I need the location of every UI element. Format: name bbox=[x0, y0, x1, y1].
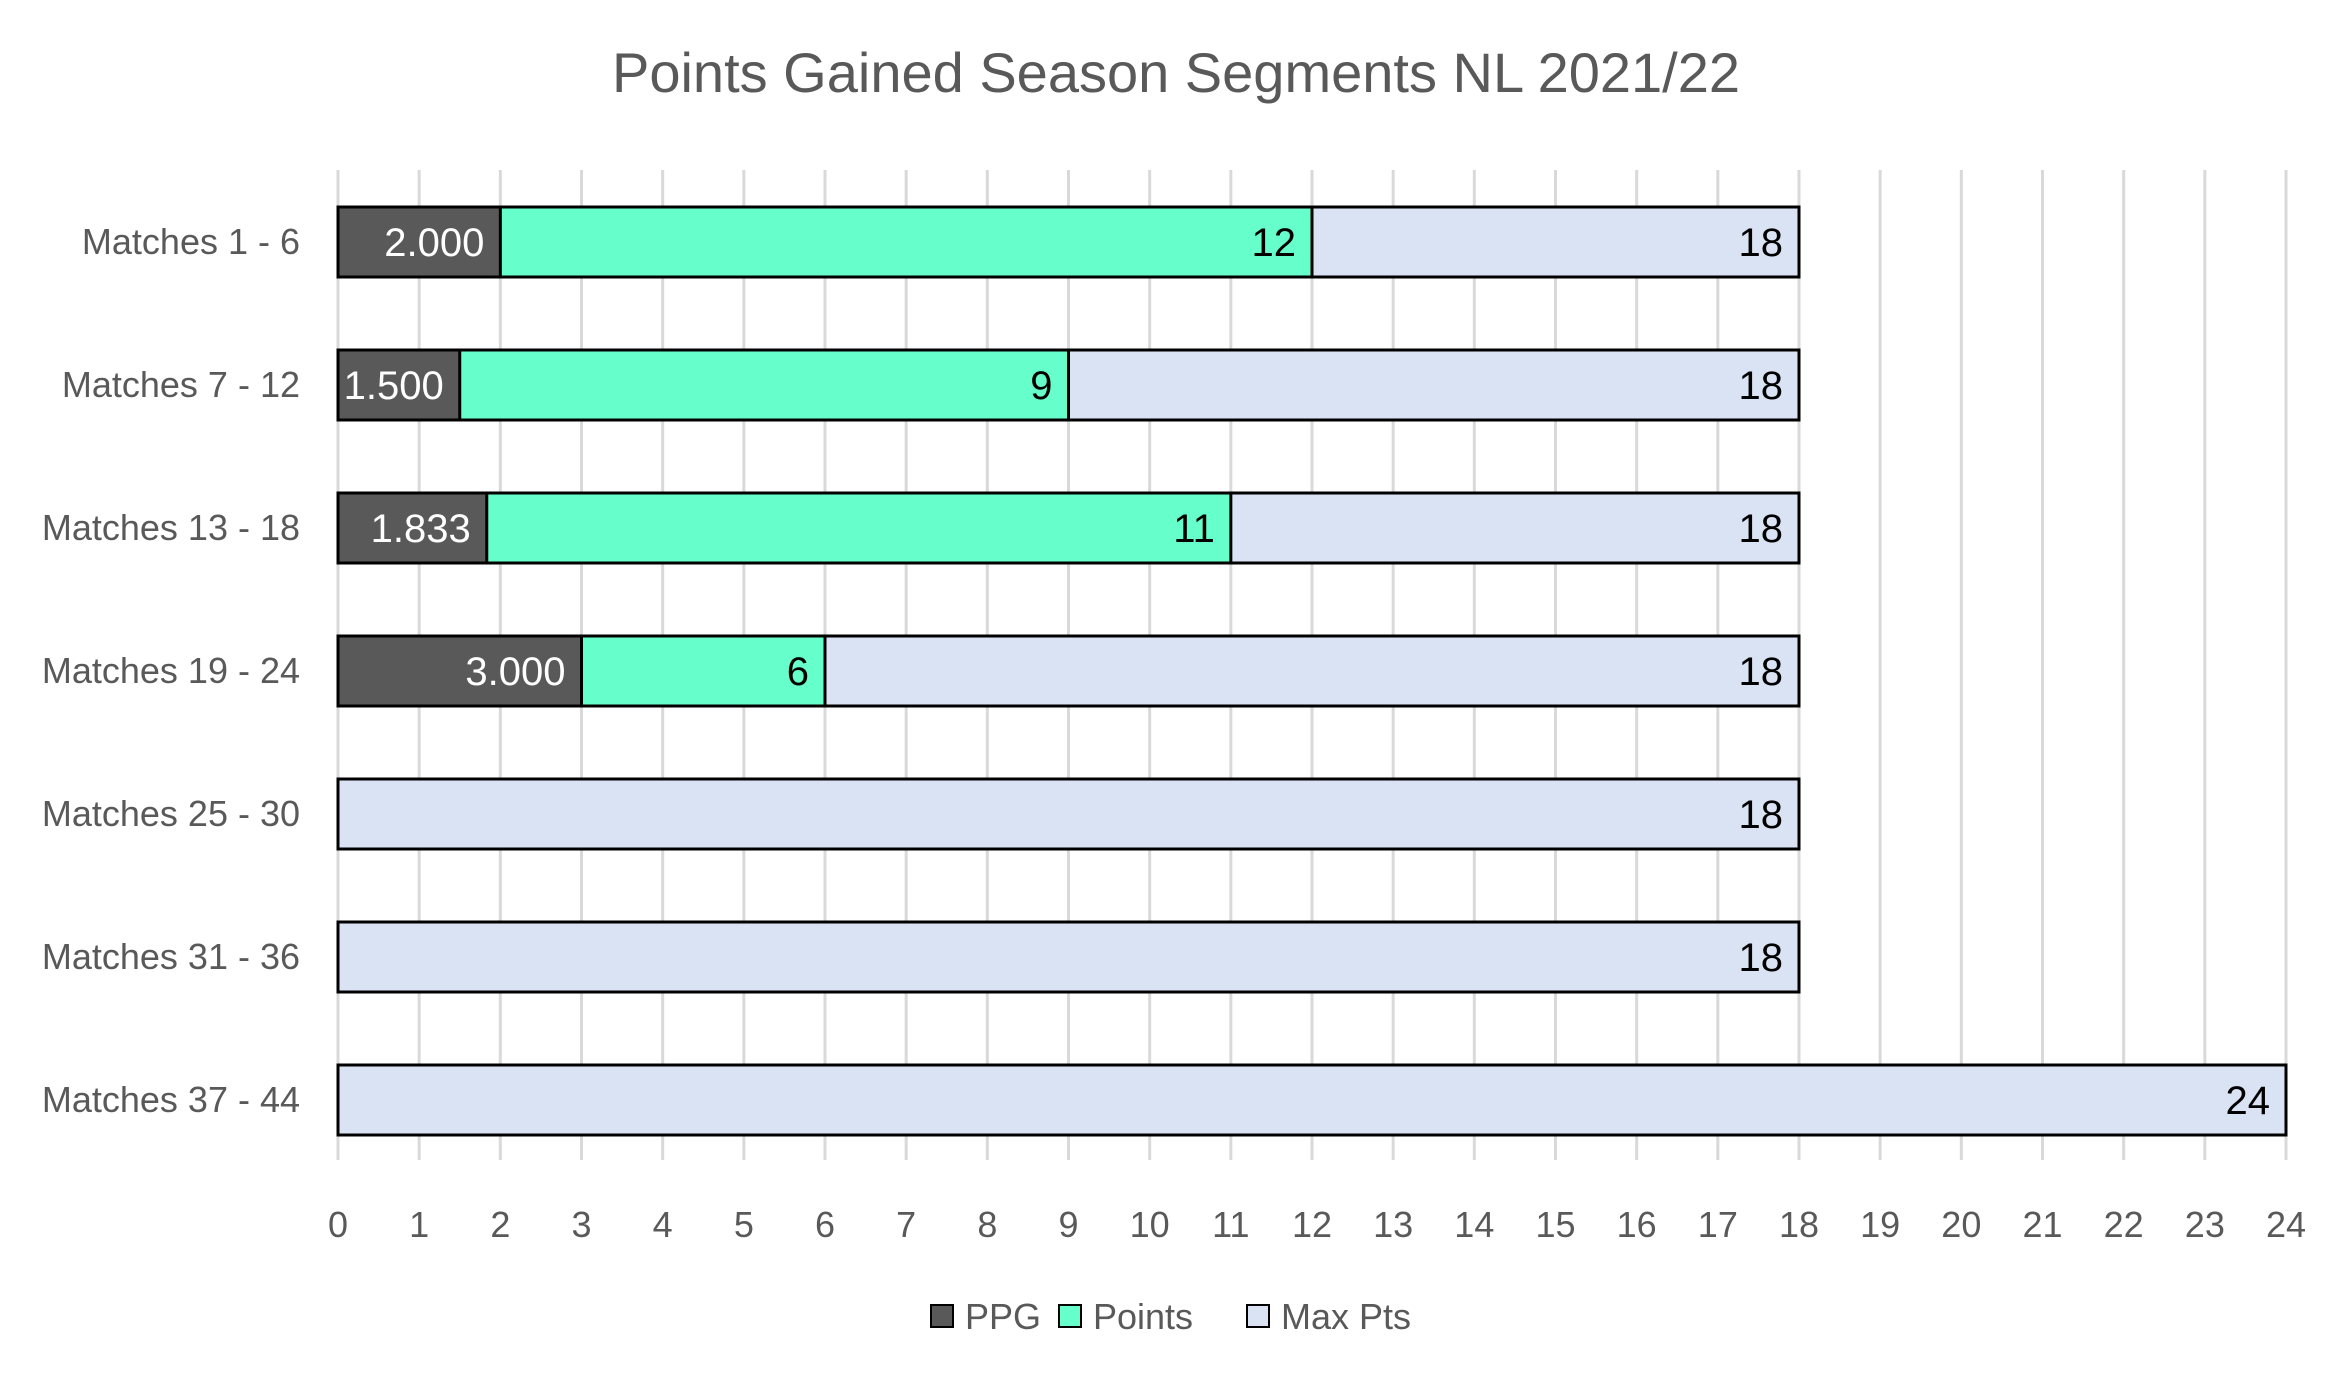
x-tick-label: 16 bbox=[1617, 1204, 1657, 1245]
category-label: Matches 31 - 36 bbox=[42, 936, 300, 977]
category-label: Matches 25 - 30 bbox=[42, 793, 300, 834]
legend: PPG Points Max Pts bbox=[930, 1296, 1411, 1337]
x-tick-label: 22 bbox=[2104, 1204, 2144, 1245]
category-labels: Matches 1 - 6 Matches 7 - 12 Matches 13 - … bbox=[42, 221, 300, 1120]
legend-swatch-max-pts bbox=[1246, 1304, 1270, 1328]
x-tick-label: 14 bbox=[1454, 1204, 1494, 1245]
bar-max-pts bbox=[336, 1063, 2288, 1137]
x-tick-label: 23 bbox=[2185, 1204, 2225, 1245]
data-label-ppg: 1.833 bbox=[371, 507, 471, 551]
data-label-ppg: 1.500 bbox=[344, 364, 444, 408]
x-tick-label: 21 bbox=[2022, 1204, 2062, 1245]
bar-max-pts bbox=[336, 777, 1801, 851]
bar-ppg bbox=[336, 348, 462, 422]
x-tick-label: 13 bbox=[1373, 1204, 1413, 1245]
data-label-max-pts: 18 bbox=[1739, 936, 1784, 980]
x-tick-label: 12 bbox=[1292, 1204, 1332, 1245]
bar-ppg bbox=[336, 491, 489, 565]
data-label-points: 11 bbox=[1173, 507, 1215, 551]
category-label: Matches 19 - 24 bbox=[42, 650, 300, 691]
legend-label: Max Pts bbox=[1281, 1296, 1411, 1337]
legend-swatch-ppg bbox=[930, 1304, 954, 1328]
x-tick-label: 17 bbox=[1698, 1204, 1738, 1245]
data-labels: 18 12 2.000 18 9 1.500 18 11 1.833 18 6 3.000 18 18 24 bbox=[344, 221, 2270, 1123]
x-tick-label: 6 bbox=[815, 1204, 835, 1245]
x-tick-label: 1 bbox=[409, 1204, 429, 1245]
data-label-points: 6 bbox=[787, 650, 809, 694]
data-label-max-pts: 18 bbox=[1739, 221, 1784, 265]
bar-ppg bbox=[336, 205, 502, 279]
legend-label: PPG bbox=[965, 1296, 1041, 1337]
category-label: Matches 13 - 18 bbox=[42, 507, 300, 548]
category-label: Matches 7 - 12 bbox=[62, 364, 300, 405]
data-label-ppg: 2.000 bbox=[384, 221, 484, 265]
bar-ppg bbox=[336, 634, 583, 708]
legend-label: Points bbox=[1093, 1296, 1193, 1337]
x-tick-label: 5 bbox=[734, 1204, 754, 1245]
category-label: Matches 1 - 6 bbox=[82, 221, 300, 262]
data-label-max-pts: 18 bbox=[1739, 507, 1784, 551]
x-tick-label: 7 bbox=[896, 1204, 916, 1245]
bars bbox=[336, 205, 2288, 1137]
x-tick-label: 10 bbox=[1130, 1204, 1170, 1245]
x-tick-label: 20 bbox=[1941, 1204, 1981, 1245]
bar-max-pts bbox=[336, 920, 1801, 994]
x-tick-label: 8 bbox=[977, 1204, 997, 1245]
data-label-max-pts: 18 bbox=[1739, 650, 1784, 694]
x-tick-label: 9 bbox=[1058, 1204, 1078, 1245]
chart-title: Points Gained Season Segments NL 2021/22 bbox=[612, 41, 1740, 104]
data-label-points: 12 bbox=[1252, 221, 1297, 265]
x-tick-label: 11 bbox=[1212, 1204, 1249, 1245]
category-label: Matches 37 - 44 bbox=[42, 1079, 300, 1120]
x-tick-label: 2 bbox=[490, 1204, 510, 1245]
data-label-points: 9 bbox=[1030, 364, 1052, 408]
x-tick-label: 4 bbox=[653, 1204, 673, 1245]
data-label-max-pts: 18 bbox=[1739, 364, 1784, 408]
legend-swatch-points bbox=[1058, 1304, 1082, 1328]
x-tick-label: 0 bbox=[328, 1204, 348, 1245]
x-tick-label: 24 bbox=[2266, 1204, 2306, 1245]
data-label-max-pts: 24 bbox=[2226, 1079, 2271, 1123]
x-tick-label: 19 bbox=[1860, 1204, 1900, 1245]
x-axis-tick-labels: 0 1 2 3 4 5 6 7 8 9 10 11 12 13 14 15 16 17 18 19 20 21 22 23 24 bbox=[328, 1204, 2306, 1245]
x-tick-label: 18 bbox=[1779, 1204, 1819, 1245]
data-label-ppg: 3.000 bbox=[465, 650, 565, 694]
data-label-max-pts: 18 bbox=[1739, 793, 1784, 837]
x-tick-label: 15 bbox=[1535, 1204, 1575, 1245]
x-tick-label: 3 bbox=[571, 1204, 591, 1245]
